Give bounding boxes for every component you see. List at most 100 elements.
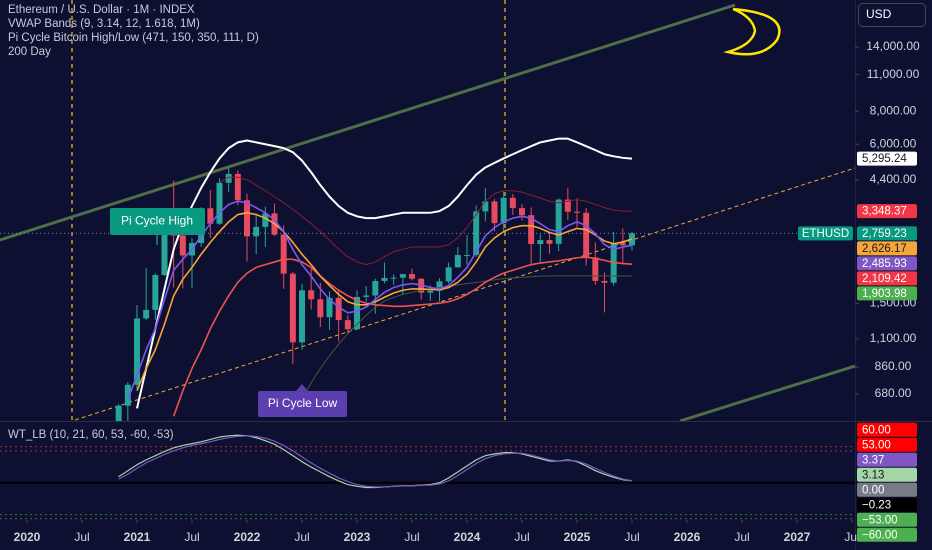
currency-button-box[interactable] bbox=[858, 3, 926, 27]
trend-line bbox=[74, 167, 855, 421]
annotation: Pi Cycle High bbox=[110, 208, 205, 245]
price-tag bbox=[857, 527, 917, 542]
x-tick-label: 2021 bbox=[124, 530, 151, 544]
x-tick-label: 2027 bbox=[784, 530, 811, 544]
x-tick-label: 2023 bbox=[344, 530, 371, 544]
candle-body bbox=[454, 255, 461, 268]
candle-body bbox=[372, 280, 379, 296]
trend-line bbox=[679, 364, 855, 421]
y-tick-label: 860.00 bbox=[875, 359, 912, 373]
price-tag bbox=[857, 422, 917, 437]
candle-body bbox=[317, 299, 324, 318]
candle-body bbox=[152, 275, 159, 310]
price-tag bbox=[857, 241, 917, 256]
candle-body bbox=[134, 318, 140, 385]
x-tick-label: 2020 bbox=[14, 530, 41, 544]
price-tag bbox=[857, 437, 917, 452]
x-tick-label: Jul bbox=[844, 530, 859, 544]
y-tick-label: 6,000.00 bbox=[870, 136, 917, 150]
candle-body bbox=[308, 290, 315, 300]
oscillator-plot bbox=[0, 434, 855, 520]
price-tag-label: 2,485.93 bbox=[862, 258, 907, 270]
candle-body bbox=[253, 226, 260, 237]
x-tick-label: Jul bbox=[74, 530, 89, 544]
currency-button[interactable]: USD bbox=[858, 3, 926, 27]
candle-body bbox=[289, 273, 296, 343]
price-tag-label: 1,903.98 bbox=[862, 288, 907, 300]
x-tick-label: 2024 bbox=[454, 530, 481, 544]
symbol-tag-label: ETHUSD bbox=[802, 228, 849, 240]
candle-body bbox=[179, 235, 186, 256]
price-tag-label: 0.00 bbox=[862, 484, 884, 496]
candle-body bbox=[464, 255, 470, 257]
price-tag-label: −0.23 bbox=[862, 499, 891, 511]
candle-body bbox=[555, 199, 562, 244]
candle-body bbox=[207, 208, 214, 224]
candle-body bbox=[390, 277, 397, 279]
price-tag bbox=[857, 467, 917, 482]
x-tick-label: 2022 bbox=[234, 530, 261, 544]
y-tick-label: 8,000.00 bbox=[870, 103, 917, 117]
price-tag-label: 2,109.42 bbox=[862, 273, 907, 285]
annotation: Pi Cycle Low bbox=[258, 384, 347, 417]
symbol-tag bbox=[798, 226, 853, 241]
annotation-text: Pi Cycle Low bbox=[268, 396, 338, 410]
candle-body bbox=[592, 257, 599, 281]
price-tag bbox=[857, 497, 917, 512]
indicator-line bbox=[292, 275, 633, 417]
price-tag-label: −53.00 bbox=[862, 514, 898, 526]
price-tag-label: 5,295.24 bbox=[862, 153, 907, 165]
price-tag bbox=[857, 512, 917, 527]
price-tag bbox=[857, 482, 917, 497]
candle-body bbox=[619, 243, 626, 246]
x-tick-label: Jul bbox=[294, 530, 309, 544]
x-tick-label: Jul bbox=[404, 530, 419, 544]
oscillator-title: WT_LB (10, 21, 60, 53, -60, -53) bbox=[8, 429, 174, 441]
candle-body bbox=[564, 199, 571, 212]
candle-body bbox=[500, 197, 507, 224]
indicator-label: Pi Cycle Bitcoin High/Low (471, 150, 350… bbox=[8, 32, 259, 44]
candle-body bbox=[216, 182, 223, 224]
price-tag-label: 3.37 bbox=[862, 454, 884, 466]
candle-body bbox=[491, 201, 498, 224]
x-tick-label: Jul bbox=[624, 530, 639, 544]
candle-body bbox=[509, 197, 516, 209]
main-plot bbox=[0, 137, 855, 421]
candle-body bbox=[482, 201, 489, 212]
price-tag-label: −60.00 bbox=[862, 529, 898, 541]
candle-body bbox=[344, 320, 351, 330]
candle-body bbox=[537, 240, 544, 245]
candle-body bbox=[583, 212, 590, 258]
candle-body bbox=[436, 281, 443, 291]
candle-body bbox=[381, 278, 388, 281]
indicator-line bbox=[127, 200, 633, 400]
x-tick-label: 2026 bbox=[674, 530, 701, 544]
y-tick-label: 11,000.00 bbox=[867, 67, 920, 81]
candle-body bbox=[326, 297, 333, 318]
candle-body bbox=[363, 295, 370, 297]
candle-body bbox=[225, 173, 232, 183]
price-tag bbox=[857, 226, 917, 241]
candle-body bbox=[280, 234, 287, 274]
annotation-box bbox=[110, 208, 205, 235]
indicator-label: VWAP Bands (9, 3.14, 12, 1.618, 1M) bbox=[8, 18, 200, 30]
price-tag bbox=[857, 271, 917, 286]
price-tag bbox=[857, 452, 917, 467]
indicator-label: 200 Day bbox=[8, 46, 51, 58]
indicator-line bbox=[219, 176, 633, 266]
price-tag-label: 53.00 bbox=[862, 439, 891, 451]
candle-body bbox=[445, 267, 452, 282]
candle-body bbox=[262, 213, 269, 227]
moon-drawing bbox=[723, 7, 781, 56]
price-tag bbox=[857, 204, 917, 219]
candle-body bbox=[574, 211, 580, 213]
annotation-pointer bbox=[296, 384, 308, 391]
price-tag-label: 3,348.37 bbox=[862, 206, 907, 218]
candle-body bbox=[115, 405, 122, 421]
indicator-line bbox=[172, 256, 633, 417]
currency-button-label[interactable]: USD bbox=[866, 7, 892, 21]
price-tag-label: 3.13 bbox=[862, 469, 884, 481]
y-tick-label: 1,100.00 bbox=[870, 331, 917, 345]
x-tick-label: Jul bbox=[734, 530, 749, 544]
